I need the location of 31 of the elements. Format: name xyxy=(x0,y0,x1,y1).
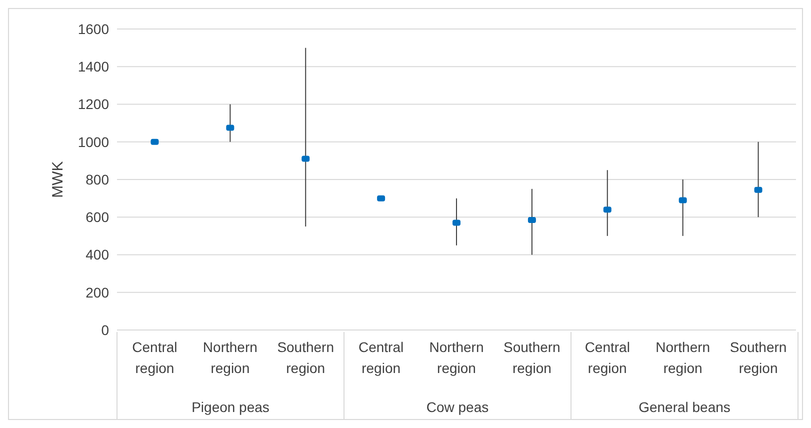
y-tick-label: 200 xyxy=(86,284,110,300)
point xyxy=(603,206,612,213)
y-tick-label: 800 xyxy=(86,171,110,188)
y-tick-label: 400 xyxy=(86,246,110,263)
point xyxy=(452,220,460,226)
y-tick-label: 1600 xyxy=(78,20,110,37)
x-tick-label: Central region xyxy=(358,339,404,376)
y-axis-title: MWK xyxy=(49,161,66,198)
point xyxy=(150,138,159,145)
point xyxy=(754,186,762,193)
y-tick-label: 1000 xyxy=(78,134,110,150)
text: Cow peas xyxy=(426,399,489,415)
x-tick-label: Southern region xyxy=(277,339,334,376)
point xyxy=(226,124,234,131)
x-tick-label: Northern region xyxy=(656,339,710,376)
x-tick-label: Southern region xyxy=(504,339,560,376)
y-tick-label: 1200 xyxy=(78,96,110,112)
point xyxy=(377,195,386,202)
point xyxy=(678,197,687,204)
y-tick-label: 1400 xyxy=(78,58,110,75)
point xyxy=(528,216,536,223)
y-tick-label: 0 xyxy=(101,322,110,338)
y-tick-label: 600 xyxy=(86,209,110,226)
x-tick-label: Central region xyxy=(132,339,178,376)
x-tick-label: Central region xyxy=(584,339,630,376)
text: Pigeon peas xyxy=(192,399,270,415)
x-tick-label: Northern region xyxy=(202,339,258,376)
x-tick-label: Southern region xyxy=(730,339,787,376)
point xyxy=(302,156,310,162)
text: General beans xyxy=(638,399,730,415)
x-tick-label: Northern region xyxy=(429,339,484,376)
